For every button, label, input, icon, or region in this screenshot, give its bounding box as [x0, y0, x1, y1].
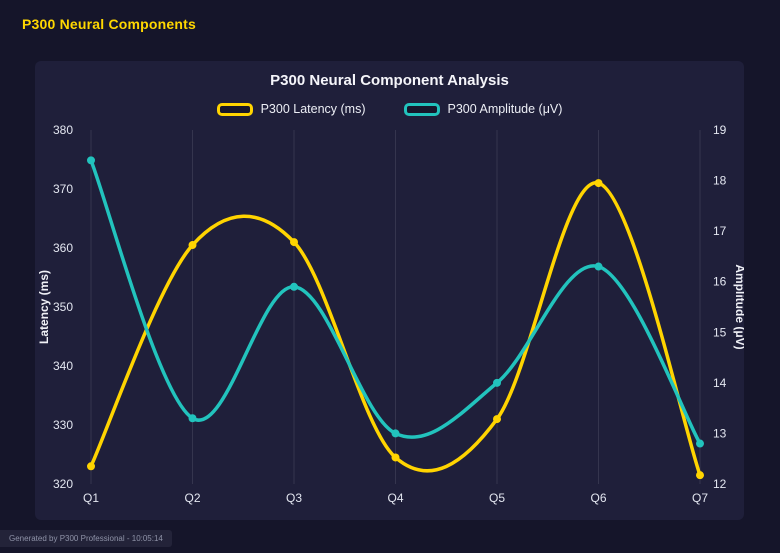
left-axis-tick-label: 360 [53, 241, 73, 255]
right-axis-tick-label: 19 [713, 123, 727, 137]
amplitude-point-marker [594, 262, 603, 271]
page-title: P300 Neural Components [22, 16, 196, 32]
right-axis-tick-label: 12 [713, 477, 727, 491]
latency-point-marker [493, 415, 501, 424]
amplitude-point-marker [493, 378, 501, 387]
left-axis-tick-label: 340 [53, 359, 73, 373]
left-axis-tick-label: 350 [53, 300, 73, 314]
right-axis-tick-label: 18 [713, 174, 727, 188]
amplitude-point-marker [391, 429, 400, 438]
amplitude-point-marker [87, 156, 95, 165]
legend-label-latency: P300 Latency (ms) [260, 102, 366, 116]
chart-plot-area: 320 330 340 350 360 370 380 12 13 14 15 16 17 18 19 Q1 Q… [37, 123, 744, 505]
x-axis-tick-label: Q5 [489, 491, 505, 505]
chart-title: P300 Neural Component Analysis [270, 72, 509, 89]
legend-label-amplitude: P300 Amplitude (μV) [447, 102, 563, 116]
left-axis-tick-label: 320 [53, 477, 73, 491]
x-axis-tick-label: Q1 [83, 491, 99, 505]
right-axis-tick-label: 13 [713, 426, 727, 440]
latency-line [89, 181, 702, 477]
right-axis-tick-label: 17 [713, 224, 727, 238]
latency-point-marker [87, 462, 95, 471]
footer-watermark: Generated by P300 Professional - 10:05:1… [0, 530, 172, 547]
x-axis-tick-label: Q4 [387, 491, 403, 505]
left-axis-tick-label: 370 [53, 182, 73, 196]
left-axis-tick-label: 330 [53, 418, 73, 432]
right-axis-tick-label: 15 [713, 325, 727, 339]
latency-point-marker [696, 471, 704, 480]
chart-card: P300 Neural Component Analysis P300 Late… [35, 61, 744, 520]
amplitude-line [89, 158, 702, 446]
latency-point-marker [188, 241, 197, 250]
legend-item-amplitude[interactable]: P300 Amplitude (μV) [403, 102, 563, 116]
latency-point-marker [290, 238, 298, 247]
left-axis-tick-label: 380 [53, 123, 73, 137]
amplitude-legend-swatch-icon [403, 102, 440, 116]
amplitude-point-marker [696, 439, 704, 448]
amplitude-point-marker [188, 414, 197, 423]
x-axis-tick-label: Q6 [590, 491, 606, 505]
latency-legend-swatch-icon [216, 102, 253, 116]
chart-legend: P300 Latency (ms) P300 Amplitude (μV) [35, 102, 744, 116]
legend-item-latency[interactable]: P300 Latency (ms) [216, 102, 366, 116]
right-axis-tick-label: 16 [713, 275, 727, 289]
x-axis-tick-label: Q7 [692, 491, 708, 505]
right-axis-tick-label: 14 [713, 376, 727, 390]
x-axis-tick-label: Q3 [286, 491, 302, 505]
latency-point-marker [594, 179, 603, 188]
right-axis-title: Amplitude (μV) [733, 264, 744, 349]
x-axis-tick-label: Q2 [184, 491, 200, 505]
left-axis-title: Latency (ms) [37, 270, 51, 344]
latency-point-marker [391, 453, 400, 462]
amplitude-point-marker [290, 282, 298, 291]
